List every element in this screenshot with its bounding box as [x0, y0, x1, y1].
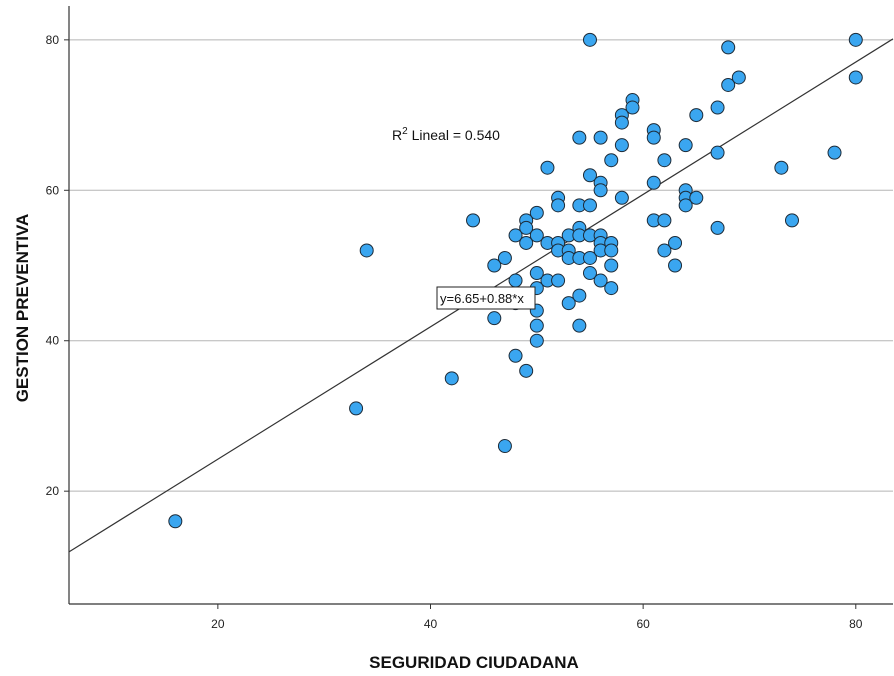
equation-box [436, 286, 536, 310]
x-tick-label-60: 60 [636, 617, 650, 631]
data-points [168, 32, 863, 529]
data-point [572, 318, 587, 333]
data-point [604, 258, 619, 273]
data-point [359, 243, 374, 258]
data-point [604, 281, 619, 296]
data-point [529, 333, 544, 348]
data-point [646, 175, 661, 190]
data-point [678, 138, 693, 153]
data-point [572, 288, 587, 303]
data-point [710, 100, 725, 115]
data-point [614, 190, 629, 205]
data-point [582, 266, 597, 281]
data-point [827, 145, 842, 160]
data-point [668, 258, 683, 273]
x-tick-label-40: 40 [424, 617, 438, 631]
y-tick-label-60: 60 [46, 183, 60, 197]
data-point [540, 160, 555, 175]
data-point [657, 153, 672, 168]
equation-label: y=6.65+0.88*x [440, 291, 524, 306]
data-point [721, 40, 736, 55]
data-point [784, 213, 799, 228]
x-tick-label-80: 80 [849, 617, 863, 631]
r2-value: Lineal = 0.540 [408, 127, 500, 143]
data-point [508, 273, 523, 288]
data-point [551, 198, 566, 213]
data-point [551, 273, 566, 288]
data-point [168, 514, 183, 529]
data-point [497, 439, 512, 454]
data-point [678, 198, 693, 213]
data-point [508, 228, 523, 243]
data-point [774, 160, 789, 175]
data-point [721, 77, 736, 92]
data-point [710, 145, 725, 160]
x-axis-title: SEGURIDAD CIUDADANA [369, 653, 579, 672]
data-point [593, 183, 608, 198]
y-tick-label-80: 80 [46, 33, 60, 47]
data-point [848, 70, 863, 85]
data-point [604, 153, 619, 168]
tick-labels: 20 40 60 80 20 40 60 80 [46, 33, 863, 631]
data-point [657, 213, 672, 228]
data-point [529, 228, 544, 243]
data-point [466, 213, 481, 228]
data-point [572, 130, 587, 145]
data-point [689, 108, 704, 123]
gridlines [69, 39, 893, 492]
data-point [582, 32, 597, 47]
data-point [519, 235, 534, 250]
data-point [349, 401, 364, 416]
data-point [487, 258, 502, 273]
r2-annotation: R2 Lineal = 0.540 [392, 126, 500, 143]
data-point [582, 250, 597, 265]
data-point [582, 168, 597, 183]
data-point [625, 100, 640, 115]
data-point [689, 190, 704, 205]
data-point [646, 130, 661, 145]
data-point [529, 266, 544, 281]
data-point [593, 273, 608, 288]
data-point [519, 363, 534, 378]
data-point [604, 243, 619, 258]
r2-prefix: R [392, 127, 402, 143]
data-point [529, 318, 544, 333]
data-point [614, 115, 629, 130]
data-point [593, 130, 608, 145]
data-point [710, 220, 725, 235]
data-point [614, 138, 629, 153]
data-point [657, 243, 672, 258]
axes [64, 6, 893, 609]
data-point [444, 371, 459, 386]
data-point [487, 311, 502, 326]
x-tick-label-20: 20 [211, 617, 225, 631]
data-point [731, 70, 746, 85]
data-point [519, 220, 534, 235]
y-tick-label-40: 40 [46, 334, 60, 348]
r2-superscript: 2 [402, 126, 408, 137]
y-tick-label-20: 20 [46, 484, 60, 498]
data-point [508, 348, 523, 363]
data-point [582, 198, 597, 213]
y-axis-title: GESTION PREVENTIVA [13, 214, 32, 403]
data-point [668, 235, 683, 250]
data-point [848, 32, 863, 47]
annotations: R2 Lineal = 0.540 y=6.65+0.88*x [392, 126, 536, 310]
data-point [561, 296, 576, 311]
data-point [497, 250, 512, 265]
data-point [529, 205, 544, 220]
